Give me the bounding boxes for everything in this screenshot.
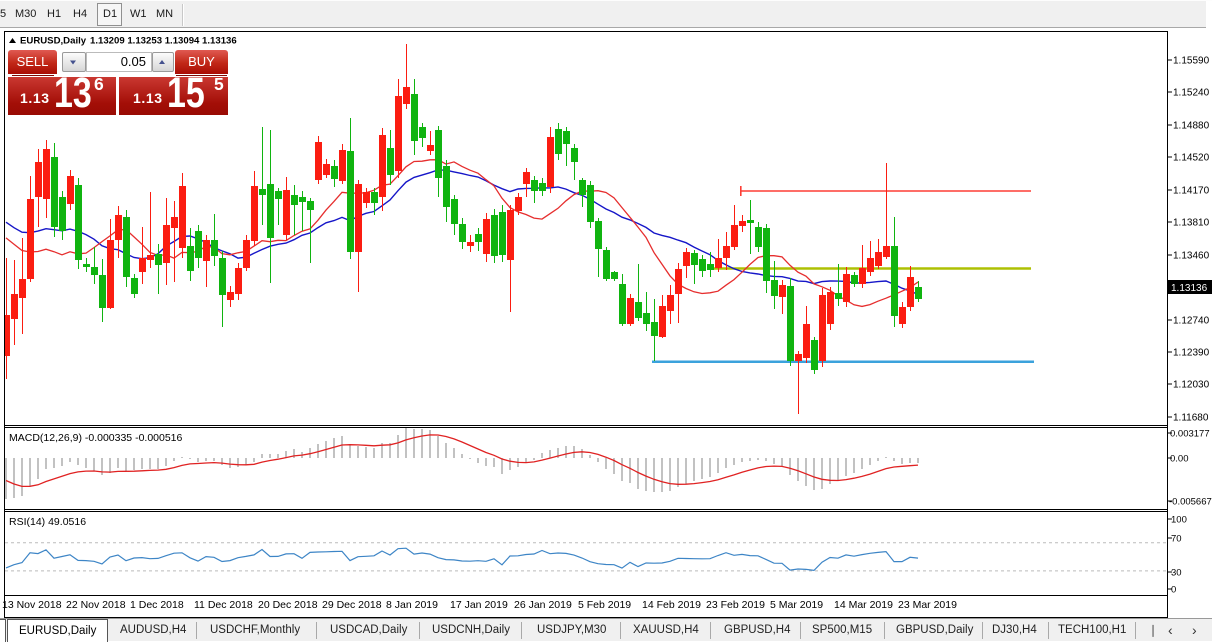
svg-text:0.00: 0.00 — [1170, 454, 1189, 465]
svg-text:1.14520: 1.14520 — [1173, 153, 1210, 164]
svg-text:1.12740: 1.12740 — [1173, 316, 1210, 327]
svg-text:1.13209 1.13253 1.13094 1.1313: 1.13209 1.13253 1.13094 1.13136 — [90, 36, 237, 47]
svg-text:26 Jan 2019: 26 Jan 2019 — [514, 599, 572, 611]
svg-text:RSI(14) 49.0516: RSI(14) 49.0516 — [9, 516, 86, 528]
svg-text:MACD(12,26,9) -0.000335 -0.000: MACD(12,26,9) -0.000335 -0.000516 — [9, 432, 183, 444]
svg-text:29 Dec 2018: 29 Dec 2018 — [322, 599, 382, 611]
svg-text:0: 0 — [1171, 585, 1176, 596]
svg-text:11 Dec 2018: 11 Dec 2018 — [194, 599, 253, 611]
svg-text:30: 30 — [1171, 568, 1182, 579]
svg-text:17 Jan 2019: 17 Jan 2019 — [450, 599, 508, 611]
svg-text:22 Nov 2018: 22 Nov 2018 — [66, 599, 126, 611]
svg-text:1.12390: 1.12390 — [1173, 348, 1210, 359]
svg-text:20 Dec 2018: 20 Dec 2018 — [258, 599, 318, 611]
svg-text:1.13810: 1.13810 — [1173, 218, 1210, 229]
svg-text:-0.005667: -0.005667 — [1169, 497, 1212, 508]
svg-text:1 Dec 2018: 1 Dec 2018 — [130, 599, 184, 611]
svg-text:23 Feb 2019: 23 Feb 2019 — [706, 599, 765, 611]
svg-text:14 Mar 2019: 14 Mar 2019 — [834, 599, 893, 611]
svg-text:EURUSD,Daily: EURUSD,Daily — [20, 36, 87, 47]
svg-text:0.003177: 0.003177 — [1170, 429, 1210, 440]
svg-text:70: 70 — [1171, 534, 1182, 545]
svg-text:1.15590: 1.15590 — [1173, 56, 1210, 67]
svg-text:5 Mar 2019: 5 Mar 2019 — [770, 599, 823, 611]
svg-text:1.14880: 1.14880 — [1173, 121, 1210, 132]
svg-text:1.14170: 1.14170 — [1173, 186, 1210, 197]
svg-text:14 Feb 2019: 14 Feb 2019 — [642, 599, 701, 611]
svg-text:100: 100 — [1171, 515, 1187, 526]
svg-text:5 Feb 2019: 5 Feb 2019 — [578, 599, 631, 611]
svg-text:1.11680: 1.11680 — [1173, 413, 1209, 424]
svg-text:8 Jan 2019: 8 Jan 2019 — [386, 599, 438, 611]
svg-text:1.13460: 1.13460 — [1173, 251, 1210, 262]
svg-text:1.15240: 1.15240 — [1173, 88, 1210, 99]
svg-text:13 Nov 2018: 13 Nov 2018 — [2, 599, 62, 611]
svg-text:23 Mar 2019: 23 Mar 2019 — [898, 599, 957, 611]
svg-text:1.13136: 1.13136 — [1171, 283, 1208, 294]
svg-text:1.12030: 1.12030 — [1173, 380, 1210, 391]
